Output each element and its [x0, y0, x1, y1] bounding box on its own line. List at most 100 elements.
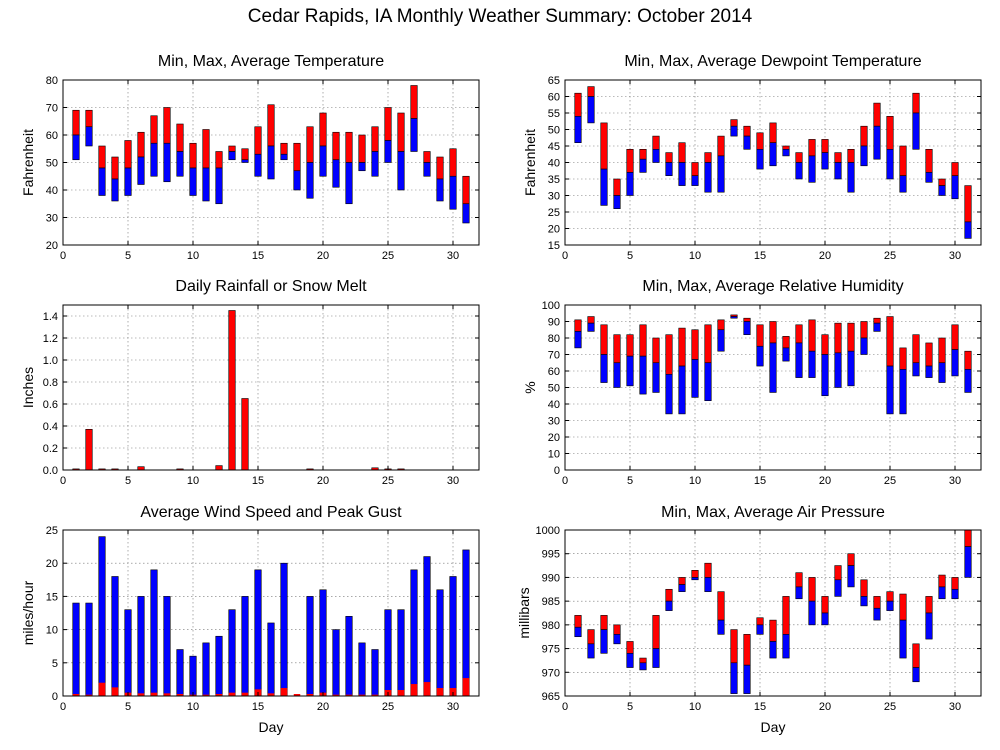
- bar-max-segment: [834, 322, 842, 354]
- bar-peak-gust: [72, 602, 80, 697]
- chart-title: Min, Max, Average Relative Humidity: [642, 278, 903, 295]
- bar-max-segment: [587, 316, 595, 324]
- x-tick-label: 25: [382, 701, 394, 713]
- x-axis-label: Day: [259, 719, 284, 735]
- x-tick-label: 10: [187, 475, 199, 487]
- bar-max-segment: [613, 624, 621, 635]
- x-tick-label: 30: [949, 250, 961, 262]
- bar-max-segment: [782, 145, 790, 150]
- bar-max-segment: [371, 126, 379, 152]
- bar-min-segment: [574, 116, 582, 144]
- bar-min-segment: [886, 600, 894, 611]
- bar-max-segment: [873, 596, 881, 609]
- y-tick-label: 15: [548, 240, 560, 252]
- y-tick-label: 980: [542, 620, 560, 632]
- bar-average-speed: [280, 688, 288, 696]
- bar-max-segment: [756, 132, 764, 150]
- y-tick-label: 20: [548, 432, 560, 444]
- bar-average-speed: [228, 692, 236, 696]
- bar-max-segment: [925, 342, 933, 367]
- bar-min-segment: [384, 140, 392, 163]
- bar-average-speed: [163, 693, 171, 696]
- bar-max-segment: [938, 337, 946, 364]
- bar-peak-gust: [163, 596, 171, 697]
- y-tick-label: 70: [46, 103, 58, 115]
- bar-min-segment: [769, 342, 777, 393]
- y-tick-label: 25: [46, 525, 58, 537]
- bar-max-segment: [124, 140, 132, 169]
- bar-max-segment: [769, 619, 777, 642]
- bar-min-segment: [150, 142, 158, 177]
- bar-max-segment: [678, 142, 686, 163]
- bar-min-segment: [254, 153, 262, 177]
- y-tick-label: 50: [46, 158, 58, 170]
- bar-max-segment: [639, 324, 647, 357]
- x-tick-label: 5: [125, 250, 131, 262]
- bar-max-segment: [808, 139, 816, 157]
- y-tick-label: 0: [52, 691, 58, 703]
- bar-min-segment: [873, 607, 881, 621]
- bar-min-segment: [665, 162, 673, 176]
- bar-max-segment: [691, 570, 699, 578]
- y-tick-label: 60: [548, 366, 560, 378]
- y-tick-label: 0.2: [43, 443, 58, 455]
- bar-max-segment: [821, 596, 829, 614]
- bar-max-segment: [600, 615, 608, 630]
- x-tick-label: 25: [382, 475, 394, 487]
- bar-max-segment: [600, 324, 608, 355]
- bar-max-segment: [574, 92, 582, 117]
- plot-frame: [62, 529, 480, 697]
- bar-min-segment: [899, 369, 907, 415]
- y-tick-label: 995: [542, 549, 560, 561]
- bar-max-segment: [873, 102, 881, 127]
- x-tick-label: 25: [382, 250, 394, 262]
- bar-peak-gust: [319, 589, 327, 697]
- bar-min-segment: [639, 158, 647, 173]
- bar-peak-gust: [176, 649, 184, 697]
- bar-max-segment: [176, 123, 184, 152]
- bar-min-segment: [925, 365, 933, 378]
- bar-min-segment: [652, 362, 660, 393]
- bar-min-segment: [873, 322, 881, 332]
- y-tick-label: 40: [548, 399, 560, 411]
- bar-peak-gust: [124, 609, 132, 697]
- bar-min-segment: [652, 149, 660, 163]
- bar-max-segment: [886, 591, 894, 602]
- bar-max-segment: [626, 149, 634, 173]
- bar-peak-gust: [228, 609, 236, 697]
- y-tick-label: 1.0: [43, 355, 58, 367]
- y-tick-label: 0.0: [43, 465, 58, 477]
- bar-min-segment: [111, 178, 119, 202]
- x-tick-label: 30: [949, 701, 961, 713]
- y-tick-label: 10: [548, 449, 560, 461]
- x-tick-label: 25: [884, 475, 896, 487]
- bar-max-segment: [951, 324, 959, 350]
- bar-min-segment: [449, 175, 457, 210]
- x-tick-label: 15: [252, 250, 264, 262]
- bar-min-segment: [587, 96, 595, 124]
- bar-min-segment: [613, 195, 621, 209]
- bar-min-segment: [795, 342, 803, 378]
- bar-min-segment: [925, 172, 933, 183]
- main-title: Cedar Rapids, IA Monthly Weather Summary…: [247, 6, 753, 27]
- bar-max-segment: [938, 574, 946, 588]
- x-tick-label: 10: [187, 701, 199, 713]
- bar-min-segment: [319, 145, 327, 177]
- bar-min-segment: [678, 584, 686, 592]
- bar-max-segment: [964, 185, 972, 223]
- bar-min-segment: [847, 162, 855, 193]
- bar-max-segment: [730, 629, 738, 664]
- bar-min-segment: [202, 167, 210, 202]
- y-tick-label: 975: [542, 644, 560, 656]
- bar-max-segment: [795, 572, 803, 588]
- x-tick-label: 10: [689, 475, 701, 487]
- bar-max-segment: [795, 152, 803, 163]
- x-tick-label: 15: [252, 475, 264, 487]
- y-tick-label: 100: [542, 300, 560, 312]
- bar-max-segment: [678, 327, 686, 367]
- x-tick-label: 30: [447, 701, 459, 713]
- bar-min-segment: [691, 359, 699, 398]
- y-tick-label: 970: [542, 667, 560, 679]
- y-tick-label: 965: [542, 691, 560, 703]
- bar-average-speed: [423, 682, 431, 696]
